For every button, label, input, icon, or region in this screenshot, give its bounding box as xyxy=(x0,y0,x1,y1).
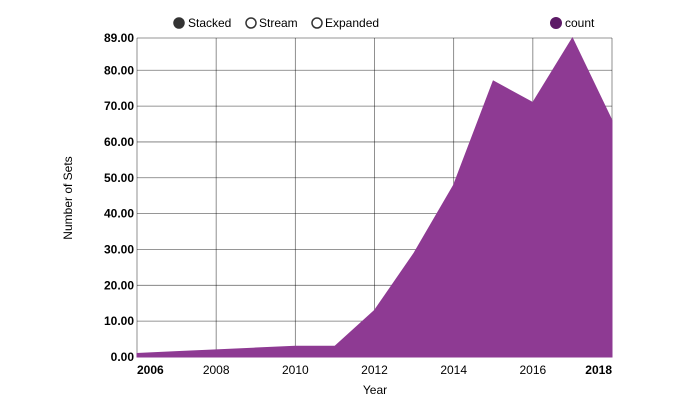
control-expanded[interactable]: Expanded xyxy=(311,16,379,30)
x-axis-ticks: 2006 2008 2010 2012 2014 2016 2018 xyxy=(137,363,612,377)
control-expanded-label[interactable]: Expanded xyxy=(325,16,379,30)
x-tick-label: 2014 xyxy=(440,363,467,377)
x-tick-label: 2012 xyxy=(361,363,388,377)
legend-item-count[interactable]: count xyxy=(550,16,596,30)
control-stacked[interactable]: Stacked xyxy=(173,16,231,30)
control-stream-label[interactable]: Stream xyxy=(259,16,298,30)
area-count xyxy=(136,36,613,358)
y-tick-label: 30.00 xyxy=(104,242,134,256)
y-tick-label: 0.00 xyxy=(111,350,135,364)
control-stacked-label[interactable]: Stacked xyxy=(188,16,231,30)
area-series xyxy=(136,36,613,358)
y-tick-label: 60.00 xyxy=(104,135,134,149)
y-axis-ticks: 0.00 10.00 20.00 30.00 40.00 50.00 60.00 70.00 8… xyxy=(104,31,134,364)
y-tick-label: 70.00 xyxy=(104,99,134,113)
legend-swatch-icon[interactable] xyxy=(550,17,562,29)
y-tick-label: 50.00 xyxy=(104,171,134,185)
x-tick-label: 2006 xyxy=(137,363,164,377)
radio-stacked-icon[interactable] xyxy=(173,17,185,29)
y-tick-label: 89.00 xyxy=(104,31,134,45)
y-tick-label: 10.00 xyxy=(104,314,134,328)
x-tick-label: 2008 xyxy=(203,363,230,377)
x-tick-label: 2018 xyxy=(585,363,612,377)
y-tick-label: 40.00 xyxy=(104,207,134,221)
x-tick-label: 2016 xyxy=(519,363,546,377)
y-tick-label: 80.00 xyxy=(104,63,134,77)
x-tick-label: 2010 xyxy=(282,363,309,377)
x-axis-title: Year xyxy=(363,383,387,397)
radio-expanded-icon[interactable] xyxy=(311,17,323,29)
y-axis-title: Number of Sets xyxy=(61,156,75,239)
gridlines xyxy=(136,37,613,358)
legend-label[interactable]: count xyxy=(565,16,595,30)
control-stream[interactable]: Stream xyxy=(245,16,298,30)
radio-stream-icon[interactable] xyxy=(245,17,257,29)
y-tick-label: 20.00 xyxy=(104,278,134,292)
